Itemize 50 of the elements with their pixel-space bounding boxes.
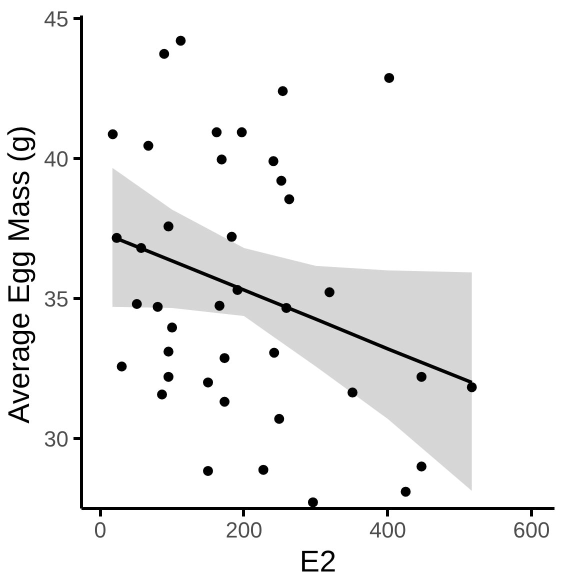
point [220,396,230,407]
point [466,382,477,392]
point [212,127,222,138]
x-axis-title: E2 [300,546,336,578]
point [226,232,237,242]
point [163,221,174,232]
point [203,377,214,388]
point [167,322,178,333]
point [143,140,154,151]
x-tick-label: 0 [94,518,106,542]
point [268,156,278,166]
point [132,299,142,310]
point [159,48,170,59]
point [274,414,284,424]
point [220,353,230,364]
y-tick-label: 45 [44,6,69,32]
x-tick-label: 400 [369,518,406,542]
point [276,176,286,186]
point [152,302,163,312]
y-tick-label: 40 [44,146,69,172]
point [163,372,174,382]
point [236,127,247,138]
point [136,243,146,253]
point [416,372,427,382]
point [348,388,358,398]
point [157,390,168,400]
point [324,287,334,298]
y-tick-label: 30 [44,426,69,452]
point [269,348,280,358]
y-axis-title: Average Egg Mass (g) [3,126,36,424]
point [278,86,288,96]
point [384,72,394,83]
point [284,194,294,204]
point [108,129,118,140]
point [203,466,214,476]
x-tick-label: 200 [226,518,262,542]
point [163,346,174,357]
point [258,464,268,475]
point [416,461,427,472]
point [216,154,227,164]
point [281,302,292,313]
point [116,361,127,372]
point [232,285,242,295]
point [214,300,225,311]
point [400,486,411,497]
point [112,232,122,243]
point [308,497,318,508]
y-tick-label: 35 [44,286,69,312]
point [176,36,186,46]
x-tick-label: 600 [513,518,550,542]
